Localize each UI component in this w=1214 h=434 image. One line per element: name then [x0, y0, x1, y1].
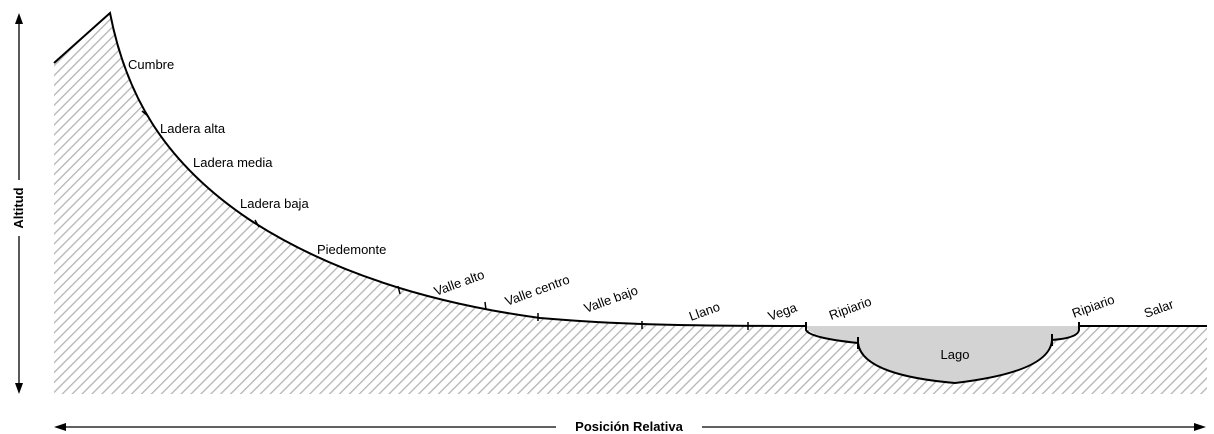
y-axis-title: Altitud: [11, 187, 26, 228]
zone-label-ladera-baja: Ladera baja: [240, 196, 309, 211]
zone-label-piedemonte: Piedemonte: [317, 242, 386, 257]
zone-label-cumbre: Cumbre: [128, 57, 174, 72]
y-axis-arrow-up-icon: [15, 13, 23, 24]
zone-label-llano: Llano: [687, 299, 722, 324]
tick-mark: [484, 301, 487, 311]
x-axis-arrow-right-icon: [1194, 423, 1206, 431]
zone-boundary-ticks: [141, 110, 749, 330]
x-axis-title: Posición Relativa: [575, 419, 683, 434]
y-axis-arrow-down-icon: [15, 383, 23, 394]
zone-label-vega: Vega: [766, 299, 800, 323]
zone-label-lago: Lago: [941, 347, 970, 362]
tick-mark: [141, 110, 149, 117]
zone-label-salar: Salar: [1142, 296, 1176, 321]
x-axis-arrow-left-icon: [54, 423, 66, 431]
terrain-fill: [54, 13, 1207, 394]
zone-label-ladera-alta: Ladera alta: [160, 121, 226, 136]
zone-label-ripiario-right: Ripiario: [1070, 292, 1117, 321]
lake-fill: [806, 326, 1079, 383]
zone-label-valle-centro: Valle centro: [503, 272, 572, 309]
zone-label-ripiario-left: Ripiario: [827, 294, 874, 323]
tick-mark: [254, 219, 260, 228]
zone-label-valle-alto: Valle alto: [432, 267, 486, 299]
x-axis: Posición Relativa: [54, 419, 1206, 434]
y-axis: Altitud: [11, 13, 26, 394]
tick-mark: [397, 285, 401, 295]
zone-label-valle-bajo: Valle bajo: [582, 283, 640, 316]
lake-basin-outline: [805, 322, 1080, 385]
zone-label-ladera-media: Ladera media: [193, 155, 273, 170]
